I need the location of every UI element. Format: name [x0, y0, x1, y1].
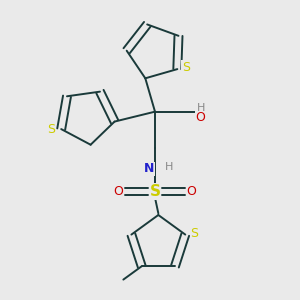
Text: H: H: [197, 103, 205, 113]
Text: H: H: [165, 162, 173, 172]
Text: O: O: [187, 185, 196, 198]
Text: O: O: [195, 111, 205, 124]
Text: S: S: [182, 61, 190, 74]
Text: S: S: [190, 227, 199, 240]
Text: S: S: [149, 184, 161, 199]
Text: S: S: [47, 123, 55, 136]
Text: O: O: [113, 185, 123, 198]
Text: N: N: [144, 162, 154, 175]
